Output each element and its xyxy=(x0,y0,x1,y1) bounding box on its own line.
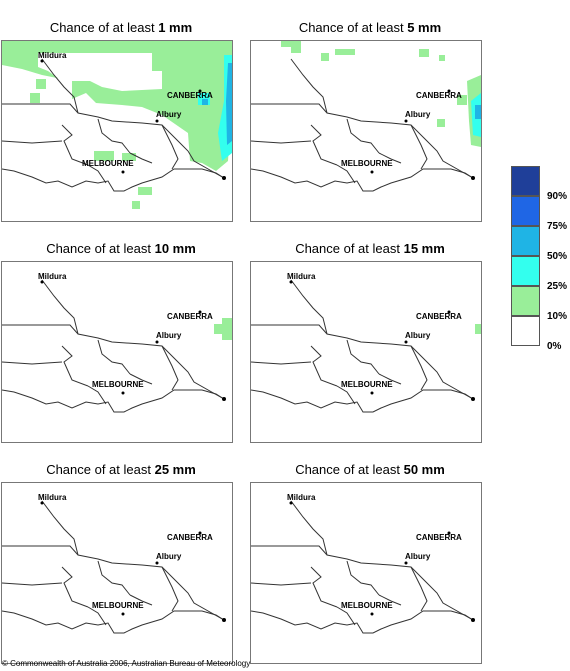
label-canberra: CANBERRA xyxy=(416,312,462,321)
label-melbourne: MELBOURNE xyxy=(92,601,144,610)
title-prefix: Chance of at least xyxy=(46,462,155,477)
legend-label-90: 90% xyxy=(547,191,568,202)
legend-swatch-50-75 xyxy=(511,226,540,256)
label-albury: Albury xyxy=(156,110,182,119)
legend-swatch-90-100 xyxy=(511,166,540,196)
label-melbourne: MELBOURNE xyxy=(82,159,134,168)
panel-title: Chance of at least 1 mm xyxy=(1,20,241,36)
title-prefix: Chance of at least xyxy=(49,20,159,35)
label-albury: Albury xyxy=(405,552,431,561)
title-amount: 50 mm xyxy=(403,462,445,477)
city-markers xyxy=(289,501,475,622)
panel-title: Chance of at least 10 mm xyxy=(1,241,241,257)
label-albury: Albury xyxy=(156,552,182,561)
label-canberra: CANBERRA xyxy=(416,533,462,542)
state-boundaries xyxy=(2,500,225,634)
rain-chance-map: Mildura CANBERRA Albury MELBOURNE xyxy=(1,482,233,664)
legend-swatch-25-50 xyxy=(511,256,540,286)
title-prefix: Chance of at least xyxy=(298,20,408,35)
legend-swatch-10-25 xyxy=(511,286,540,316)
title-amount: 5 mm xyxy=(407,20,442,35)
copyright-notice: © Commonwealth of Australia 2006, Austra… xyxy=(2,659,251,668)
title-amount: 15 mm xyxy=(403,241,445,256)
title-prefix: Chance of at least xyxy=(295,241,404,256)
legend-label-50: 50% xyxy=(547,251,568,262)
label-melbourne: MELBOURNE xyxy=(341,159,393,168)
state-boundaries xyxy=(2,279,225,413)
rain-chance-map: CANBERRA Albury MELBOURNE xyxy=(250,40,482,222)
label-melbourne: MELBOURNE xyxy=(92,380,144,389)
panel-title: Chance of at least 5 mm xyxy=(250,20,490,36)
title-amount: 10 mm xyxy=(154,241,196,256)
rain-chance-map: Mildura CANBERRA Albury MELBOURNE xyxy=(1,40,233,222)
panel-title: Chance of at least 50 mm xyxy=(250,462,490,478)
map-svg: Mildura CANBERRA Albury MELBOURNE xyxy=(2,493,226,634)
panel-title: Chance of at least 15 mm xyxy=(250,241,490,257)
legend-label-0: 0% xyxy=(547,341,562,352)
title-amount: 25 mm xyxy=(154,462,196,477)
city-markers xyxy=(40,501,226,622)
legend-label-75: 75% xyxy=(547,221,568,232)
map-svg: Mildura CANBERRA Albury MELBOURNE xyxy=(251,272,481,413)
rain-chance-map: Mildura CANBERRA Albury MELBOURNE xyxy=(250,261,482,443)
legend-swatch-0-10 xyxy=(511,316,540,346)
probability-legend: 90% 75% 50% 25% 10% 0% xyxy=(511,166,570,366)
label-albury: Albury xyxy=(405,331,431,340)
legend-label-25: 25% xyxy=(547,281,568,292)
label-mildura: Mildura xyxy=(38,272,67,281)
city-markers xyxy=(40,280,226,401)
label-mildura: Mildura xyxy=(287,272,316,281)
map-svg: Mildura CANBERRA Albury MELBOURNE xyxy=(251,493,475,634)
label-canberra: CANBERRA xyxy=(167,91,213,100)
panel-title: Chance of at least 25 mm xyxy=(1,462,241,478)
rain-shading xyxy=(2,41,232,209)
label-mildura: Mildura xyxy=(287,493,316,502)
rain-shading xyxy=(281,41,481,147)
title-prefix: Chance of at least xyxy=(295,462,404,477)
label-melbourne: MELBOURNE xyxy=(341,601,393,610)
state-boundaries xyxy=(251,58,474,192)
state-boundaries xyxy=(2,58,225,192)
label-mildura: Mildura xyxy=(38,493,67,502)
city-markers xyxy=(40,59,226,180)
city-markers xyxy=(289,280,475,401)
label-melbourne: MELBOURNE xyxy=(341,380,393,389)
state-boundaries xyxy=(251,500,474,634)
map-svg: Mildura CANBERRA Albury MELBOURNE xyxy=(2,41,232,209)
label-canberra: CANBERRA xyxy=(167,312,213,321)
label-albury: Albury xyxy=(405,110,431,119)
title-amount: 1 mm xyxy=(158,20,193,35)
rain-shading xyxy=(475,324,481,334)
label-mildura: Mildura xyxy=(38,51,67,60)
label-canberra: CANBERRA xyxy=(416,91,462,100)
rain-chance-map: Mildura CANBERRA Albury MELBOURNE xyxy=(1,261,233,443)
map-svg: CANBERRA Albury MELBOURNE xyxy=(251,41,481,192)
label-canberra: CANBERRA xyxy=(167,533,213,542)
map-svg: Mildura CANBERRA Albury MELBOURNE xyxy=(2,272,232,413)
rain-chance-map: Mildura CANBERRA Albury MELBOURNE xyxy=(250,482,482,664)
legend-label-10: 10% xyxy=(547,311,568,322)
state-boundaries xyxy=(251,279,474,413)
title-prefix: Chance of at least xyxy=(46,241,155,256)
legend-swatch-75-90 xyxy=(511,196,540,226)
city-markers xyxy=(370,89,475,180)
rain-shading xyxy=(214,318,232,340)
label-albury: Albury xyxy=(156,331,182,340)
